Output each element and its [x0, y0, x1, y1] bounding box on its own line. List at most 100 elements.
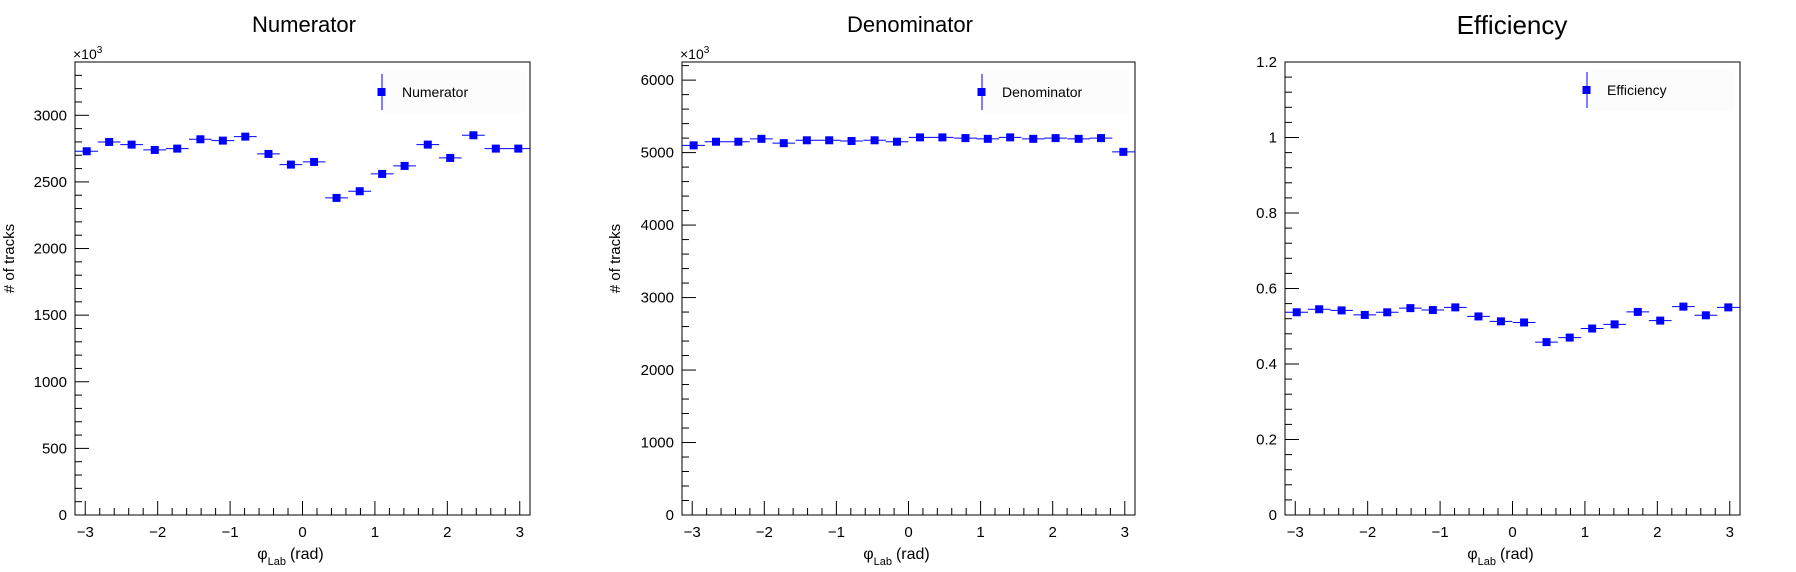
data-point — [446, 153, 455, 162]
data-point — [1096, 134, 1105, 143]
y-tick-label: 2000 — [641, 362, 674, 379]
data-point — [1451, 303, 1460, 312]
data-point — [1610, 320, 1619, 329]
x-tick-label: −2 — [149, 524, 166, 541]
data-point — [1701, 311, 1710, 320]
y-tick-label: 6000 — [641, 72, 674, 89]
x-tick-label: −3 — [77, 524, 94, 541]
x-tick-label: −1 — [222, 524, 239, 541]
data-point — [400, 161, 409, 170]
data-point — [938, 133, 947, 142]
data-point — [757, 134, 766, 143]
legend-box — [1585, 69, 1735, 111]
data-point — [712, 137, 721, 146]
x-tick-label: 3 — [1726, 524, 1734, 541]
axis-exponent-label: ×103 — [73, 45, 103, 62]
x-tick-label: 0 — [298, 524, 306, 541]
y-tick-label: 0.8 — [1256, 205, 1277, 222]
y-tick-label: 0.4 — [1256, 356, 1277, 373]
x-axis-label: φLab (rad) — [257, 546, 324, 568]
data-point — [734, 137, 743, 146]
data-point — [983, 134, 992, 143]
x-tick-label: 1 — [976, 524, 984, 541]
data-point — [1496, 317, 1505, 326]
data-point — [1360, 310, 1369, 319]
data-point — [332, 193, 341, 202]
x-tick-label: 0 — [904, 524, 912, 541]
data-point — [1542, 338, 1551, 347]
y-tick-label: 2500 — [34, 174, 67, 191]
data-point — [150, 145, 159, 154]
y-axis-label: # of tracks — [1, 224, 18, 293]
data-point — [1029, 134, 1038, 143]
data-point — [127, 140, 136, 149]
data-point — [1474, 312, 1483, 321]
data-point — [82, 147, 91, 156]
data-point — [1315, 305, 1324, 314]
data-point — [689, 141, 698, 150]
data-point — [1074, 134, 1083, 143]
data-point — [286, 160, 295, 169]
data-point — [1383, 308, 1392, 317]
data-point — [825, 136, 834, 145]
data-point — [1337, 306, 1346, 315]
data-point — [378, 169, 387, 178]
chart-panel-1: Numerator −3 −2 −1 0 1 2 3 0 500 1000 1500 2000 2500 3… — [1, 12, 531, 568]
x-tick-label: −3 — [684, 524, 701, 541]
legend-marker — [377, 88, 386, 96]
data-point — [1406, 304, 1415, 313]
data-point — [105, 137, 114, 146]
x-tick-label: 0 — [1508, 524, 1516, 541]
x-tick-label: −1 — [828, 524, 845, 541]
data-point — [802, 136, 811, 145]
data-point — [870, 136, 879, 145]
data-point — [779, 139, 788, 148]
x-tick-label: 2 — [443, 524, 451, 541]
data-point — [916, 133, 925, 142]
x-axis-label: φLab (rad) — [1467, 546, 1534, 568]
data-point — [1565, 333, 1574, 342]
x-tick-label: 2 — [1653, 524, 1661, 541]
chart-title: Efficiency — [1457, 10, 1568, 40]
data-point — [1006, 133, 1015, 142]
data-point — [218, 136, 227, 145]
y-tick-label: 4000 — [641, 217, 674, 234]
plot-frame — [681, 61, 1136, 516]
plot-frame — [1284, 61, 1741, 516]
data-point — [355, 187, 364, 196]
data-point — [892, 137, 901, 146]
data-point — [173, 144, 182, 153]
data-point — [1051, 134, 1060, 143]
data-point — [514, 144, 523, 153]
chart-panel-3: Efficiency −3 −2 −1 0 1 2 3 0 0.2 0.4 0.6 0.8 1 1.2 φLa… — [1256, 10, 1741, 568]
legend: Denominator — [977, 71, 1130, 113]
x-tick-label: 1 — [1581, 524, 1589, 541]
data-point — [1633, 307, 1642, 316]
data-point — [961, 134, 970, 143]
data-point — [469, 131, 478, 140]
data-point — [423, 140, 432, 149]
y-tick-label: 2000 — [34, 241, 67, 258]
data-point — [241, 132, 250, 141]
data-point — [264, 149, 273, 158]
chart-title: Numerator — [252, 12, 356, 37]
x-tick-label: 1 — [371, 524, 379, 541]
y-tick-label: 500 — [42, 440, 67, 457]
data-point — [196, 135, 205, 144]
y-tick-label: 0.6 — [1256, 281, 1277, 298]
y-tick-label: 1000 — [641, 435, 674, 452]
y-tick-label: 5000 — [641, 145, 674, 162]
x-axis-label: φLab (rad) — [863, 546, 930, 568]
data-point — [1428, 306, 1437, 315]
legend-label: Efficiency — [1607, 82, 1667, 98]
y-axis-label: # of tracks — [607, 224, 624, 293]
data-point — [1724, 303, 1733, 312]
x-tick-label: −1 — [1432, 524, 1449, 541]
y-tick-label: 1 — [1269, 130, 1277, 147]
axis-exponent-label: ×103 — [680, 45, 710, 62]
y-tick-label: 3000 — [641, 290, 674, 307]
data-point — [1292, 308, 1301, 317]
chart-title: Denominator — [847, 12, 973, 37]
y-tick-label: 0 — [1269, 507, 1277, 524]
